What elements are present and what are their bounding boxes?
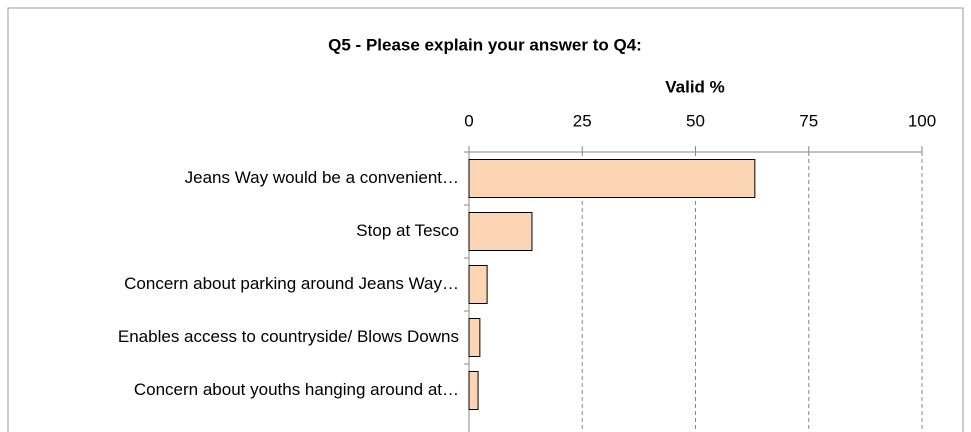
chart-title: Q5 - Please explain your answer to Q4: xyxy=(328,35,642,54)
bar xyxy=(468,318,481,357)
x-tick-label: 100 xyxy=(908,111,936,130)
bar xyxy=(468,371,479,410)
x-tick-label: 75 xyxy=(799,111,818,130)
y-tick-label: Concern about parking around Jeans Way… xyxy=(124,274,459,293)
x-tick-label: 25 xyxy=(573,111,592,130)
y-tick-label: Concern about youths hanging around at… xyxy=(134,380,459,399)
y-tick-label: Enables access to countryside/ Blows Dow… xyxy=(118,327,459,346)
y-tick-label: Stop at Tesco xyxy=(356,221,459,240)
bar xyxy=(468,159,756,198)
axis-label: Valid % xyxy=(665,77,725,96)
x-tick-label: 0 xyxy=(464,111,473,130)
bar xyxy=(468,212,533,251)
x-tick-label: 50 xyxy=(686,111,705,130)
bar xyxy=(468,265,488,304)
y-tick-label: Jeans Way would be a convenient… xyxy=(185,168,459,187)
